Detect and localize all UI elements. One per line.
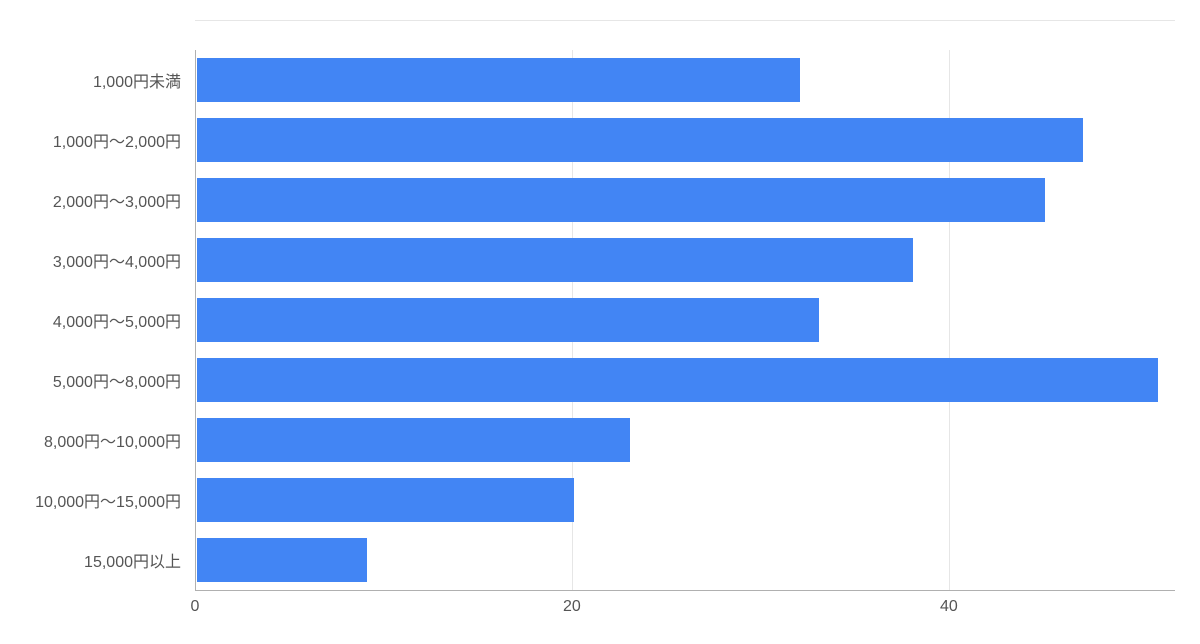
y-axis-label: 3,000円～4,000円 (53, 248, 181, 272)
y-axis-label: 1,000円未満 (93, 68, 181, 92)
bar (197, 118, 1083, 162)
y-axis-label: 2,000円～3,000円 (53, 188, 181, 212)
bar-row: 15,000円以上 (195, 538, 1175, 582)
bar-row: 10,000円～15,000円 (195, 478, 1175, 522)
bar (197, 478, 574, 522)
chart-top-border (195, 20, 1175, 21)
bar (197, 418, 630, 462)
x-tick-label: 40 (940, 598, 958, 616)
bar (197, 58, 800, 102)
x-axis-line (195, 590, 1175, 591)
bar-row: 3,000円～4,000円 (195, 238, 1175, 282)
bar-row: 1,000円未満 (195, 58, 1175, 102)
bar-row: 2,000円～3,000円 (195, 178, 1175, 222)
bar (197, 238, 913, 282)
y-axis-label: 10,000円～15,000円 (35, 488, 181, 512)
bar-row: 4,000円～5,000円 (195, 298, 1175, 342)
x-tick-label: 0 (191, 598, 200, 616)
y-axis-label: 15,000円以上 (84, 548, 181, 572)
bar (197, 538, 367, 582)
y-axis-label: 8,000円～10,000円 (44, 428, 181, 452)
bar (197, 298, 819, 342)
y-axis-label: 4,000円～5,000円 (53, 308, 181, 332)
bar-row: 8,000円～10,000円 (195, 418, 1175, 462)
y-axis-label: 5,000円～8,000円 (53, 368, 181, 392)
y-axis-label: 1,000円～2,000円 (53, 128, 181, 152)
chart-container: 1,000円未満 1,000円～2,000円 2,000円～3,000円 3,000円… (0, 0, 1200, 644)
bars-group: 1,000円未満 1,000円～2,000円 2,000円～3,000円 3,000円… (195, 50, 1175, 590)
bar (197, 358, 1158, 402)
bar-row: 1,000円～2,000円 (195, 118, 1175, 162)
x-tick-label: 20 (563, 598, 581, 616)
plot-area: 1,000円未満 1,000円～2,000円 2,000円～3,000円 3,000円… (195, 50, 1175, 590)
bar-row: 5,000円～8,000円 (195, 358, 1175, 402)
bar (197, 178, 1045, 222)
